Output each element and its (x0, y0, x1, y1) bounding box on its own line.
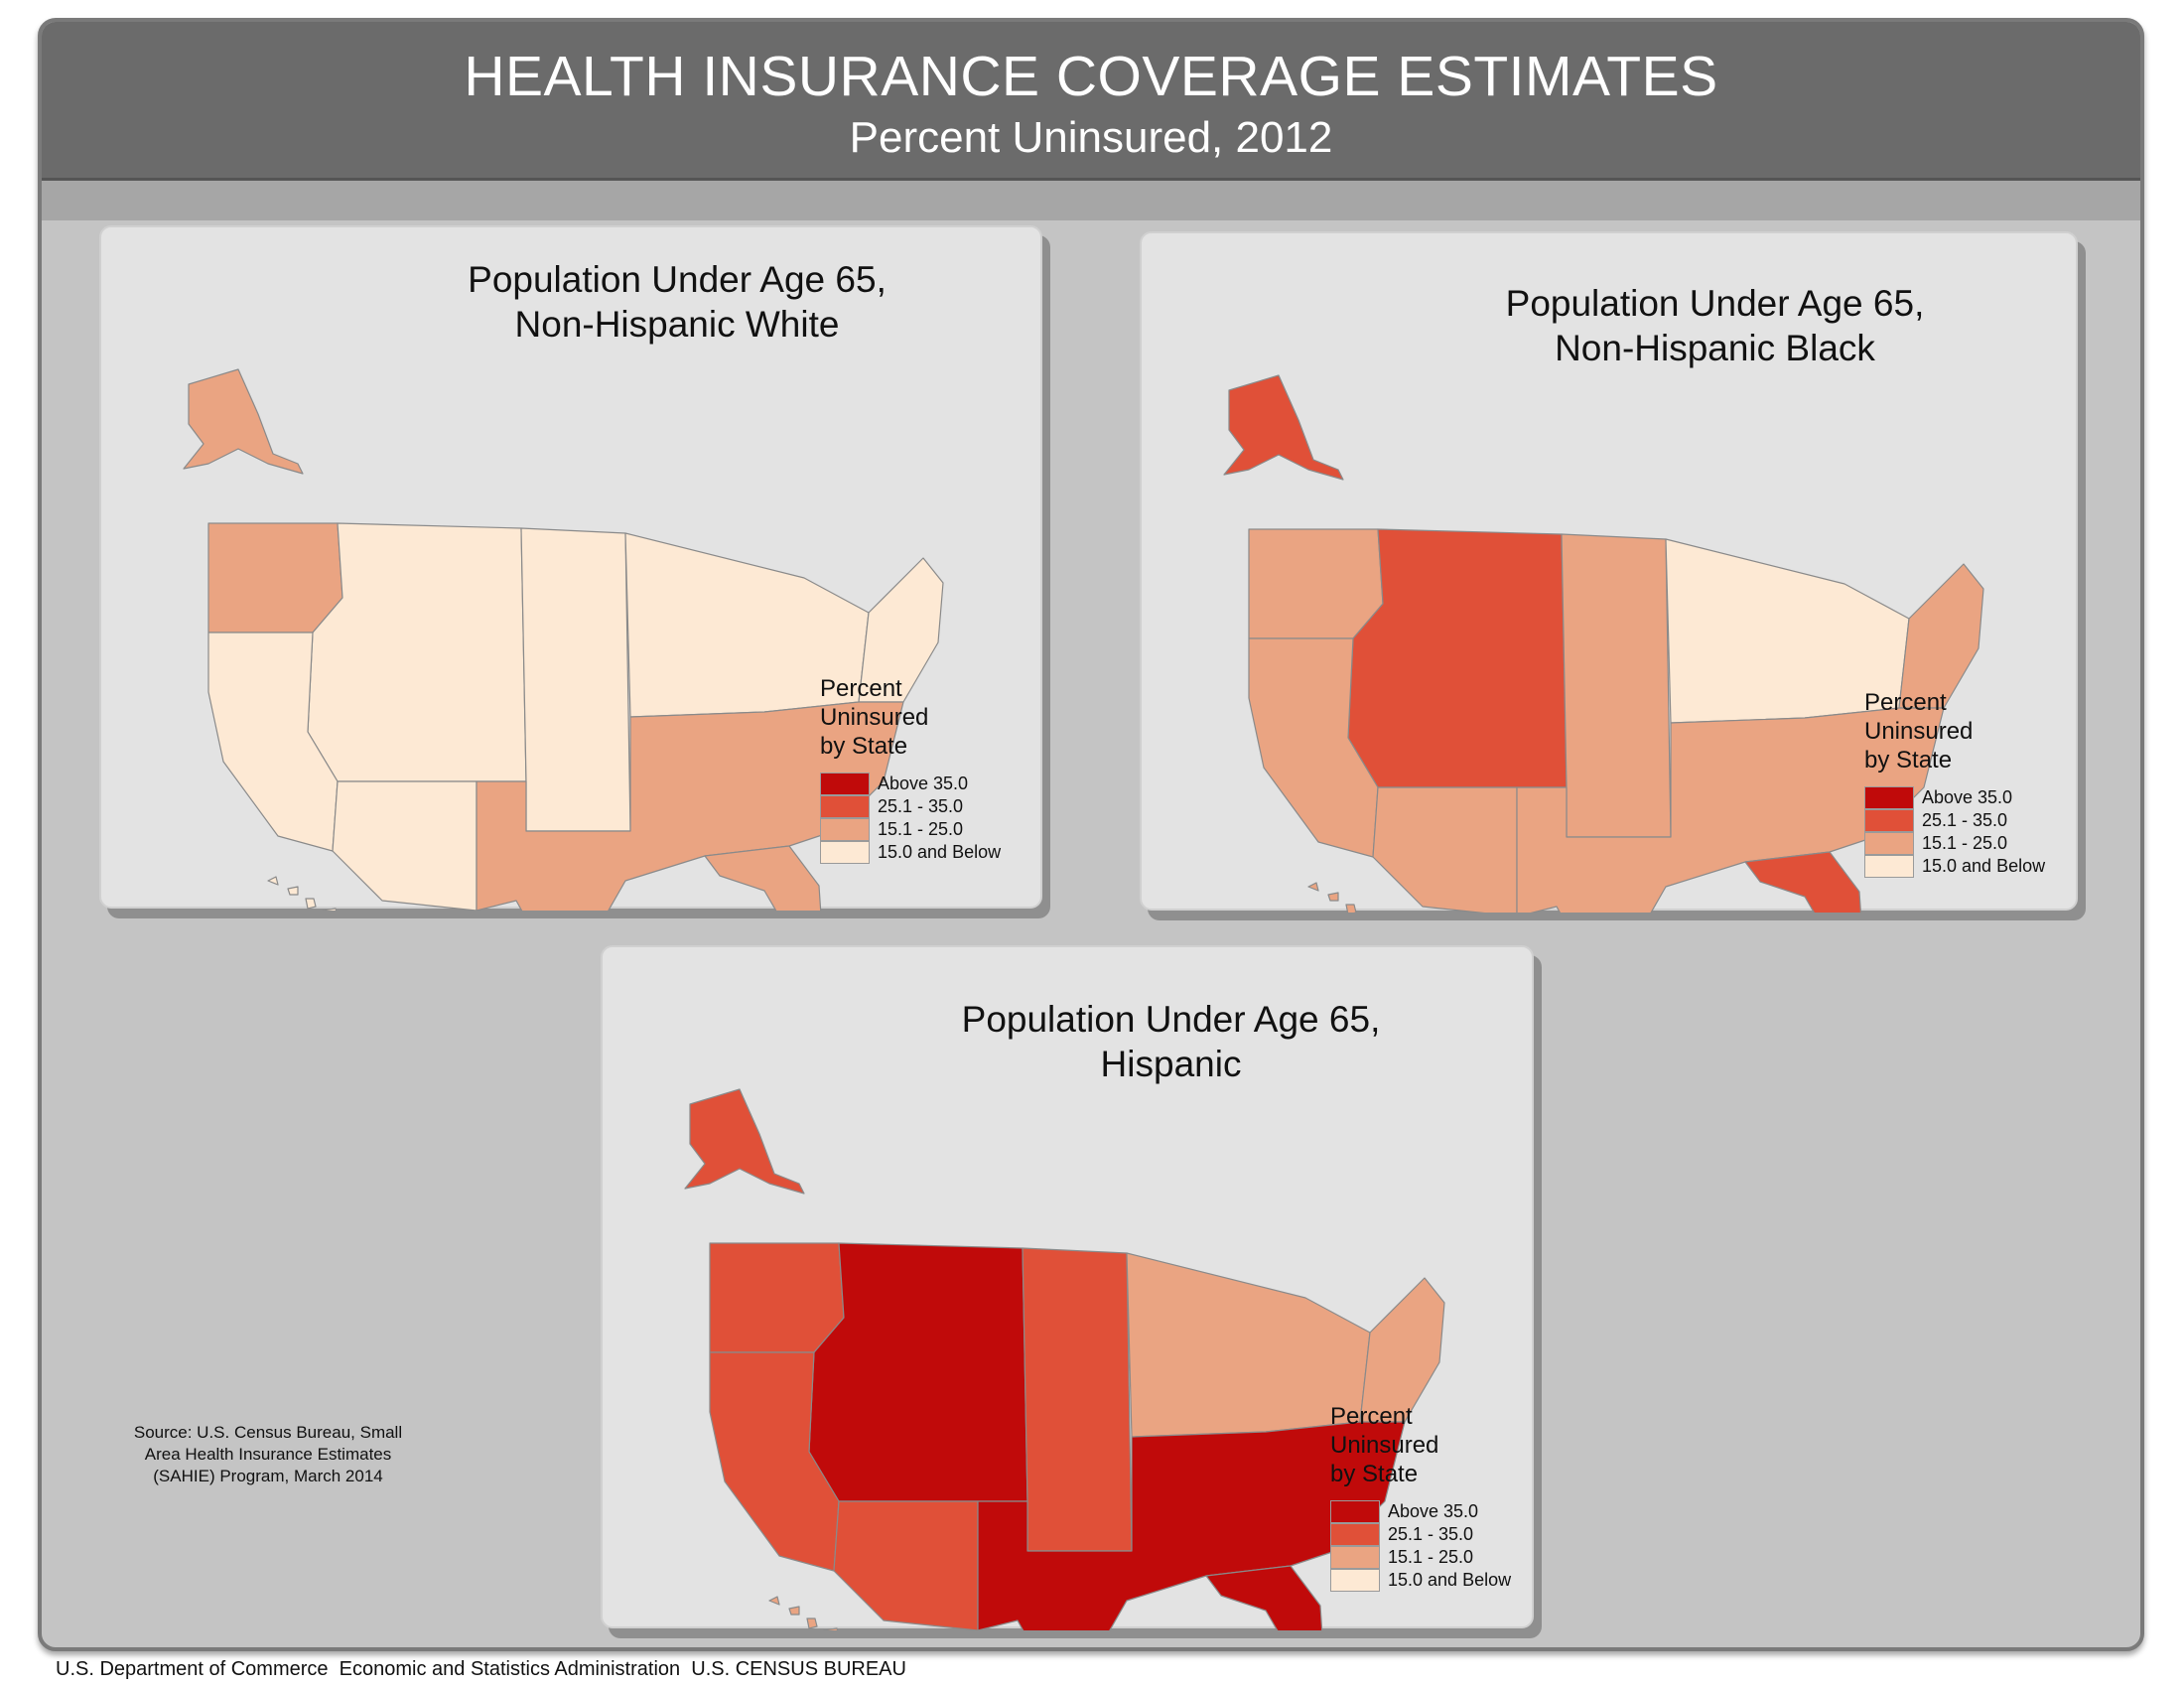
region-northwest (207, 522, 343, 633)
map-title-line1: Population Under Age 65, (468, 259, 887, 300)
map-title-line2: Non-Hispanic White (514, 304, 840, 345)
map-title-line2: Hispanic (1100, 1044, 1242, 1084)
poster-title: HEALTH INSURANCE COVERAGE ESTIMATES (464, 45, 1718, 108)
region-northwest (1248, 528, 1384, 639)
map-title-line1: Population Under Age 65, (1505, 283, 1925, 324)
legend-row-15-25: 15.1 - 25.0 (820, 818, 1001, 841)
map-panel-hispanic: Population Under Age 65, Hispanic Percen… (601, 945, 1536, 1630)
region-florida (1744, 851, 1862, 913)
legend-swatch (820, 818, 870, 841)
region-hawaii (267, 876, 338, 911)
legend-black: Percent Uninsured by State Above 35.0 25… (1864, 688, 2045, 878)
map-title-hispanic: Population Under Age 65, Hispanic (806, 997, 1536, 1086)
legend-row-25-35: 25.1 - 35.0 (820, 795, 1001, 818)
region-mountain (1347, 528, 1568, 788)
region-mountain (808, 1242, 1028, 1502)
legend-swatch (1330, 1546, 1380, 1569)
us-map-black (1223, 374, 1984, 913)
us-map-white (183, 368, 944, 911)
poster-subtitle: Percent Uninsured, 2012 (849, 113, 1333, 162)
region-mountain (307, 522, 527, 782)
region-hawaii (768, 1596, 839, 1630)
region-southwest (332, 780, 478, 911)
region-northeast (1898, 563, 1984, 709)
map-title-white: Population Under Age 65, Non-Hispanic Wh… (310, 257, 1044, 347)
legend-swatch (1864, 855, 1914, 878)
map-panel-white: Population Under Age 65, Non-Hispanic Wh… (99, 225, 1044, 911)
region-alaska (183, 368, 304, 475)
legend-swatch (1330, 1523, 1380, 1546)
legend-swatch (820, 773, 870, 795)
legend-white: Percent Uninsured by State Above 35.0 25… (820, 674, 1001, 864)
title-bar: HEALTH INSURANCE COVERAGE ESTIMATES Perc… (42, 22, 2140, 181)
legend-row-below-15: 15.0 and Below (1864, 855, 2045, 878)
legend-row-15-25: 15.1 - 25.0 (1864, 832, 2045, 855)
footer-credit: U.S. Department of Commerce Economic and… (56, 1658, 906, 1680)
region-alaska (1223, 374, 1344, 481)
source-note: Source: U.S. Census Bureau, Small Area H… (133, 1423, 403, 1485)
legend-heading: Percent Uninsured by State (1330, 1403, 1439, 1487)
region-northwest (709, 1242, 845, 1353)
legend-row-above-35: Above 35.0 (1864, 786, 2045, 809)
region-southwest (833, 1500, 979, 1630)
region-plains (1022, 1247, 1133, 1552)
us-map-hispanic (684, 1088, 1445, 1630)
map-title-black: Population Under Age 65, Non-Hispanic Bl… (1350, 281, 2080, 370)
legend-swatch (820, 795, 870, 818)
region-florida (704, 845, 822, 911)
legend-row-25-35: 25.1 - 35.0 (1864, 809, 2045, 832)
legend-row-above-35: Above 35.0 (820, 773, 1001, 795)
region-florida (1205, 1565, 1323, 1630)
region-southwest (1372, 786, 1518, 913)
region-plains (520, 527, 631, 832)
legend-swatch (1864, 786, 1914, 809)
region-plains (1561, 533, 1672, 838)
legend-swatch (1330, 1569, 1380, 1592)
legend-row-below-15: 15.0 and Below (820, 841, 1001, 864)
region-hawaii (1307, 882, 1357, 913)
legend-heading: Percent Uninsured by State (1864, 689, 1974, 774)
region-northeast (1359, 1277, 1445, 1423)
legend-row-above-35: Above 35.0 (1330, 1500, 1511, 1523)
legend-swatch (1864, 809, 1914, 832)
legend-heading: Percent Uninsured by State (820, 675, 929, 760)
legend-row-below-15: 15.0 and Below (1330, 1569, 1511, 1592)
region-alaska (684, 1088, 805, 1195)
legend-swatch (820, 841, 870, 864)
legend-swatch (1864, 832, 1914, 855)
map-title-line2: Non-Hispanic Black (1555, 328, 1875, 368)
title-underband (42, 181, 2140, 220)
legend-row-15-25: 15.1 - 25.0 (1330, 1546, 1511, 1569)
legend-hispanic: Percent Uninsured by State Above 35.0 25… (1330, 1402, 1511, 1592)
map-panel-black: Population Under Age 65, Non-Hispanic Bl… (1140, 231, 2080, 913)
legend-swatch (1330, 1500, 1380, 1523)
legend-row-25-35: 25.1 - 35.0 (1330, 1523, 1511, 1546)
map-title-line1: Population Under Age 65, (961, 999, 1381, 1040)
